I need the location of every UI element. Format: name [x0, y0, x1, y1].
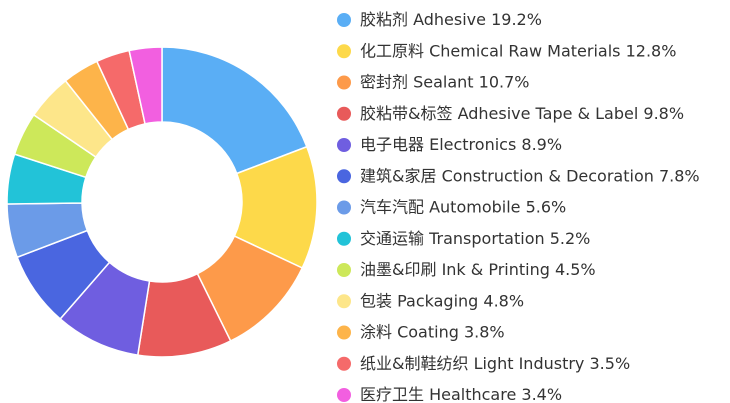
legend-name: 建筑&家居 Construction & Decoration — [360, 166, 654, 185]
legend-swatch — [337, 356, 351, 371]
legend-name: 医疗卫生 Healthcare — [360, 385, 516, 403]
legend-value: 19.2% — [491, 10, 542, 29]
legend-name: 胶粘剂 Adhesive — [360, 10, 486, 29]
legend-value: 3.4% — [521, 385, 562, 403]
legend-label: 化工原料 Chemical Raw Materials 12.8% — [360, 41, 676, 60]
legend-swatch — [337, 388, 351, 402]
legend-value: 7.8% — [659, 166, 700, 185]
legend-swatch — [337, 13, 351, 27]
legend-value: 9.8% — [643, 103, 684, 122]
legend-value: 8.9% — [521, 135, 562, 154]
legend-label: 交通运输 Transportation 5.2% — [360, 228, 590, 247]
legend-swatch — [337, 44, 351, 59]
slice — [161, 46, 308, 175]
legend-swatch — [337, 294, 351, 309]
legend-name: 涂料 Coating — [360, 322, 459, 341]
legend-value: 10.7% — [479, 72, 530, 91]
legend-value: 3.5% — [590, 353, 631, 372]
legend-swatch — [337, 169, 351, 184]
legend-value: 5.6% — [526, 197, 567, 216]
legend-value: 4.8% — [483, 291, 524, 310]
legend-label: 建筑&家居 Construction & Decoration 7.8% — [360, 166, 700, 185]
legend-name: 交通运输 Transportation — [360, 228, 545, 247]
legend-name: 电子电器 Electronics — [360, 135, 516, 154]
legend-label: 纸业&制鞋纺织 Light Industry 3.5% — [360, 353, 630, 372]
legend-label: 涂料 Coating 3.8% — [360, 322, 505, 341]
legend-label: 包装 Packaging 4.8% — [360, 291, 524, 310]
legend-label: 汽车汽配 Automobile 5.6% — [360, 197, 566, 216]
legend-value: 4.5% — [555, 260, 596, 279]
legend-label: 油墨&印刷 Ink & Printing 4.5% — [360, 260, 596, 279]
legend-swatch — [337, 325, 351, 340]
legend-swatch — [337, 200, 351, 215]
legend-label: 医疗卫生 Healthcare 3.4% — [360, 385, 562, 403]
legend-name: 化工原料 Chemical Raw Materials — [360, 41, 621, 60]
legend-swatch — [337, 231, 351, 246]
legend-label: 电子电器 Electronics 8.9% — [360, 135, 562, 154]
legend-name: 密封剂 Sealant — [360, 72, 474, 91]
legend-name: 包装 Packaging — [360, 291, 478, 310]
legend-swatch — [337, 263, 351, 277]
legend-name: 油墨&印刷 Ink & Printing — [360, 260, 550, 279]
legend-value: 3.8% — [464, 322, 505, 341]
legend-name: 纸业&制鞋纺织 Light Industry — [360, 353, 584, 372]
legend-name: 胶粘带&标签 Adhesive Tape & Label — [360, 103, 638, 122]
legend-swatch — [337, 75, 351, 90]
legend-value: 5.2% — [550, 228, 591, 247]
legend-value: 12.8% — [626, 41, 677, 60]
legend-label: 密封剂 Sealant 10.7% — [360, 72, 529, 91]
slice — [128, 46, 163, 125]
legend-swatch — [337, 106, 351, 121]
legend-label: 胶粘带&标签 Adhesive Tape & Label 9.8% — [360, 103, 684, 122]
legend-name: 汽车汽配 Automobile — [360, 197, 521, 216]
legend-swatch — [337, 138, 351, 152]
legend-label: 胶粘剂 Adhesive 19.2% — [360, 10, 542, 29]
